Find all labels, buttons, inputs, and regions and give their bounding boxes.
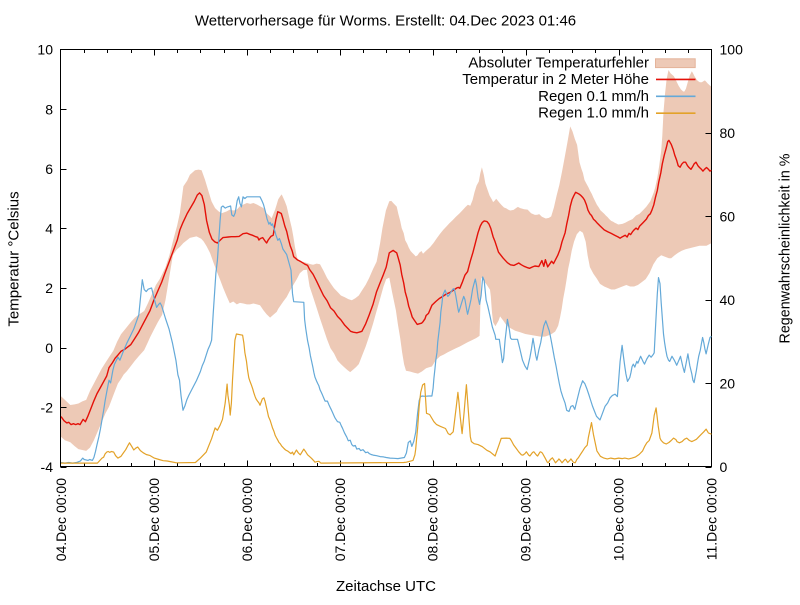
svg-text:6: 6 — [45, 161, 53, 177]
svg-text:Regen 1.0 mm/h: Regen 1.0 mm/h — [538, 105, 649, 122]
svg-text:60: 60 — [720, 209, 736, 225]
svg-text:80: 80 — [720, 125, 736, 141]
svg-text:07.Dec 00:00: 07.Dec 00:00 — [332, 478, 348, 561]
svg-text:8: 8 — [45, 101, 53, 117]
svg-text:Temperatur in 2 Meter Höhe: Temperatur in 2 Meter Höhe — [462, 71, 649, 88]
svg-text:Regen 0.1 mm/h: Regen 0.1 mm/h — [538, 88, 649, 105]
svg-text:08.Dec 00:00: 08.Dec 00:00 — [425, 478, 441, 561]
svg-text:06.Dec 00:00: 06.Dec 00:00 — [239, 478, 255, 561]
svg-text:11.Dec 00:00: 11.Dec 00:00 — [704, 478, 720, 560]
svg-text:Regenwahrscheinlichkeit in %: Regenwahrscheinlichkeit in % — [778, 153, 794, 343]
svg-text:20: 20 — [720, 376, 736, 392]
svg-text:09.Dec 00:00: 09.Dec 00:00 — [518, 478, 534, 561]
svg-text:2: 2 — [45, 280, 53, 296]
svg-text:0: 0 — [45, 340, 53, 356]
svg-text:Absoluter Temperaturfehler: Absoluter Temperaturfehler — [468, 55, 649, 72]
svg-text:40: 40 — [720, 292, 736, 308]
svg-text:0: 0 — [720, 459, 728, 475]
svg-text:-4: -4 — [41, 459, 54, 475]
svg-text:05.Dec 00:00: 05.Dec 00:00 — [146, 478, 162, 561]
svg-text:Zeitachse UTC: Zeitachse UTC — [336, 578, 436, 595]
svg-text:Wettervorhersage für Worms. Er: Wettervorhersage für Worms. Erstellt: 04… — [195, 13, 576, 30]
svg-text:4: 4 — [45, 221, 53, 237]
svg-text:-2: -2 — [41, 400, 54, 416]
svg-text:Temperatur °Celsius: Temperatur °Celsius — [6, 191, 23, 326]
svg-text:100: 100 — [720, 42, 744, 58]
svg-text:04.Dec 00:00: 04.Dec 00:00 — [53, 478, 69, 561]
svg-text:10.Dec 00:00: 10.Dec 00:00 — [611, 478, 627, 561]
svg-text:10: 10 — [37, 42, 53, 58]
